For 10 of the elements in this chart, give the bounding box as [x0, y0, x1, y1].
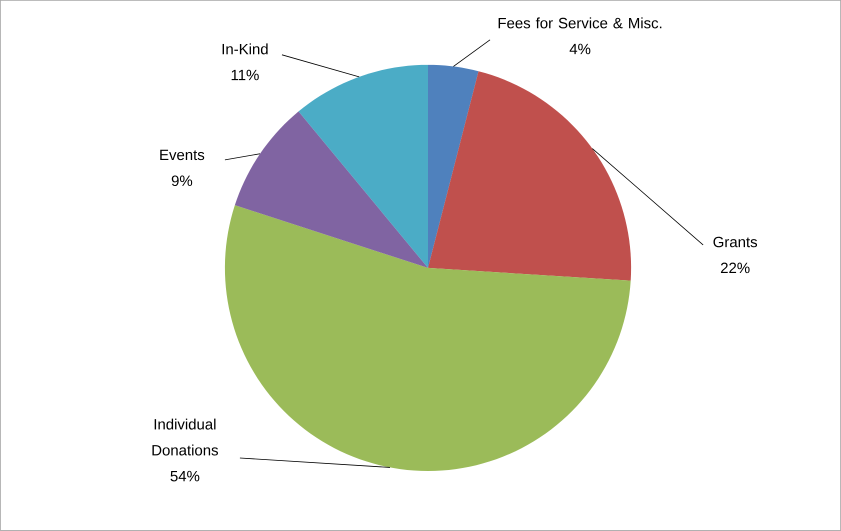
- slice-label: Grants: [713, 236, 758, 248]
- data-label: 4%: [570, 44, 590, 54]
- data-label: 54%: [170, 470, 200, 482]
- slice-label: In-Kind: [222, 43, 268, 54]
- slice-label: Fees for Service & Misc.: [498, 17, 662, 28]
- slice-label: Individual Donations: [152, 418, 218, 456]
- data-label: 11%: [232, 70, 259, 80]
- data-label: 22%: [720, 262, 750, 274]
- slice-label: Events: [160, 150, 204, 160]
- data-label: 9%: [172, 176, 192, 186]
